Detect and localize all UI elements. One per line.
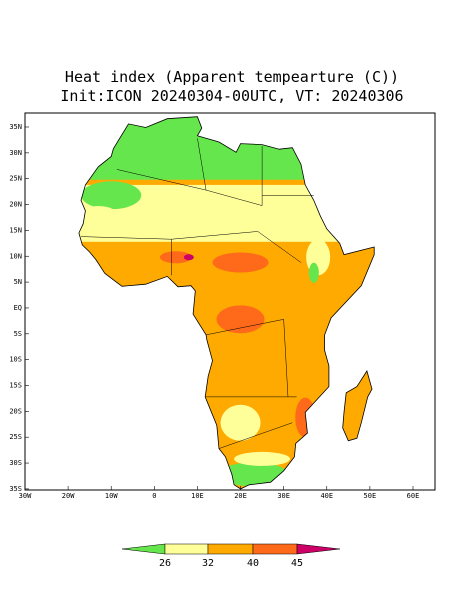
lat-label: 30N [9,149,22,157]
africa-coast [78,116,375,490]
hot-patch [159,251,192,264]
lat-label: 25N [9,175,22,183]
colorbar-bin [164,543,209,555]
borders [81,138,314,449]
colorbar-low [121,543,166,555]
lat-label: 10S [9,356,22,364]
lon-label: 10W [105,492,118,500]
yellow-patch [234,451,291,466]
lon-label: 0 [152,492,156,500]
lat-label: 20N [9,201,22,209]
lat-label: 25S [9,433,22,441]
colorbar: 26 32 40 45 [121,543,341,569]
lon-label: 20W [62,492,75,500]
lat-label: 15N [9,226,22,234]
lon-label: 20E [234,492,247,500]
colorbar-label: 32 [202,558,214,569]
colorbar-label: 40 [247,558,259,569]
lat-label: 35N [9,123,22,131]
lat-label: 15S [9,382,22,390]
colorbar-label: 45 [291,558,303,569]
green-patch [308,262,319,283]
lon-label: 40E [320,492,333,500]
yellow-patch [78,205,119,226]
madagascar-coast [342,370,373,442]
lat-label: 10N [9,252,22,260]
lat-label: 20S [9,407,22,415]
lat-label: 35S [9,485,22,493]
colorbar-bin [252,543,298,555]
lon-label: 60E [407,492,420,500]
hottest-patch [183,254,194,261]
lat-label: 5S [14,330,22,338]
yellow-patch [220,404,261,441]
colorbar-bin [207,543,254,555]
hot-patch [212,252,269,273]
green-patch [218,462,289,487]
lon-label: 30W [19,492,32,500]
lon-label: 50E [364,492,377,500]
lon-label: 10E [191,492,204,500]
coastline [78,116,375,490]
hot-patch [216,305,265,334]
subtitle: Init:ICON 20240304-00UTC, VT: 20240306 [60,87,403,105]
colorbar-high [296,543,341,555]
green-patch [81,181,142,210]
lon-label: 30E [277,492,290,500]
title: Heat index (Apparent tempearture (C)) [65,68,399,86]
lat-label: EQ [14,304,22,312]
lat-label: 30S [9,459,22,467]
colorbar-label: 26 [159,558,171,569]
lat-label: 5N [14,278,22,286]
axis-ticks: 35N 30N 25N 20N 15N 10N 5N EQ 5S 10S 15S 20S 25S 30S 3… [9,123,419,500]
